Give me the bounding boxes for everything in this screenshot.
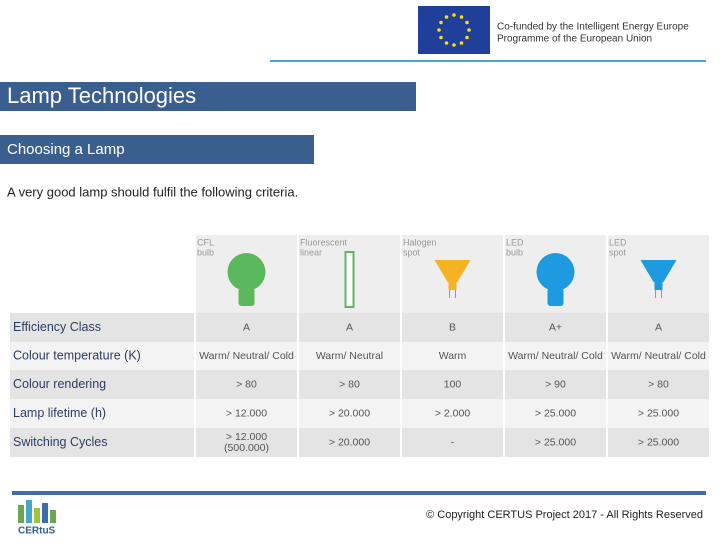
cell-text: A — [346, 321, 353, 333]
star — [452, 13, 456, 17]
cell-text: Warm — [439, 350, 467, 362]
cell-text: > 25.000 — [638, 407, 679, 419]
row-bg — [10, 342, 710, 370]
star — [437, 28, 441, 32]
subtitle-bar — [0, 135, 314, 164]
lamp-icon — [227, 253, 266, 291]
lamp-icon — [434, 260, 471, 282]
cell-text: Warm/ Neutral/ Cold — [611, 350, 706, 362]
lamp-icon — [547, 288, 564, 306]
subtitle: Choosing a Lamp — [7, 141, 125, 158]
column-label: spot — [403, 247, 421, 257]
logo-shape — [34, 508, 40, 523]
row-label: Colour rendering — [13, 377, 106, 391]
cell-text: > 20.000 — [329, 436, 370, 448]
logo-shape — [42, 503, 48, 523]
column-label: spot — [609, 247, 627, 257]
lamp-icon — [238, 288, 255, 306]
column-label: Fluorescent — [300, 237, 348, 247]
cell-text: (500.000) — [224, 442, 269, 454]
column-label: bulb — [197, 247, 214, 257]
cell-text: > 25.000 — [535, 436, 576, 448]
cell-text: > 80 — [339, 378, 360, 390]
star — [439, 35, 443, 40]
star — [444, 41, 449, 45]
lamp-icon — [654, 282, 663, 290]
column-label: linear — [300, 247, 322, 257]
row-bg — [10, 428, 710, 457]
star — [459, 15, 464, 19]
cell-text: > 80 — [648, 378, 669, 390]
column-label: Halogen — [403, 237, 437, 247]
cell-text: > 25.000 — [638, 436, 679, 448]
star — [465, 20, 469, 25]
row-label: Colour temperature (K) — [13, 348, 141, 362]
cell-text: 100 — [444, 378, 462, 390]
cell-text: A — [655, 321, 662, 333]
column-label: LED — [609, 237, 627, 247]
table: CFLbulbFluorescentlinearHalogenspotLEDbu… — [10, 235, 711, 457]
cell-text: > 80 — [236, 378, 257, 390]
title-bar — [0, 82, 416, 111]
logo-shape — [26, 500, 32, 523]
copyright: © Copyright CERTUS Project 2017 - All Ri… — [426, 509, 703, 521]
star — [452, 43, 456, 47]
star — [444, 15, 449, 19]
column-label: bulb — [506, 247, 523, 257]
row-bg — [10, 399, 710, 428]
logo-text: CERtuS — [18, 526, 56, 537]
star — [465, 35, 469, 40]
cell-text: Warm/ Neutral/ Cold — [508, 350, 603, 362]
logo-shape — [18, 505, 24, 523]
cell-text: B — [449, 321, 456, 333]
lamp-icon — [640, 260, 677, 282]
cell-text: A+ — [549, 321, 562, 333]
row-label: Efficiency Class — [13, 320, 101, 334]
row-label: Lamp lifetime (h) — [13, 406, 106, 420]
lamp-icon — [344, 251, 355, 308]
row-bg — [10, 370, 710, 399]
eu-text: Co-funded by the Intelligent Energy Euro… — [497, 22, 689, 33]
lamp-icon — [448, 282, 457, 290]
column-label: CFL — [197, 237, 214, 247]
cell-text: Warm/ Neutral — [316, 350, 383, 362]
cell-text: > 2.000 — [435, 407, 470, 419]
intro: A very good lamp should fulfil the follo… — [7, 184, 298, 199]
logo-shape — [50, 510, 56, 523]
column-label: LED — [506, 237, 524, 247]
lamp-icon — [536, 253, 575, 291]
cell-text: > 12.000 — [226, 431, 267, 443]
cell-text: > 20.000 — [329, 407, 370, 419]
cell-text: Warm/ Neutral/ Cold — [199, 350, 294, 362]
eu-stars — [437, 13, 471, 47]
cell-text: A — [243, 321, 250, 333]
star — [467, 28, 471, 32]
star — [439, 20, 443, 25]
cell-text: > 90 — [545, 378, 566, 390]
row-bg — [10, 313, 710, 342]
eu-text: Programme of the European Union — [497, 34, 652, 45]
star — [459, 41, 464, 45]
title: Lamp Technologies — [7, 83, 196, 108]
cell-text: > 12.000 — [226, 407, 267, 419]
cell-text: - — [451, 436, 455, 448]
row-label: Switching Cycles — [13, 435, 107, 449]
cell-text: > 25.000 — [535, 407, 576, 419]
